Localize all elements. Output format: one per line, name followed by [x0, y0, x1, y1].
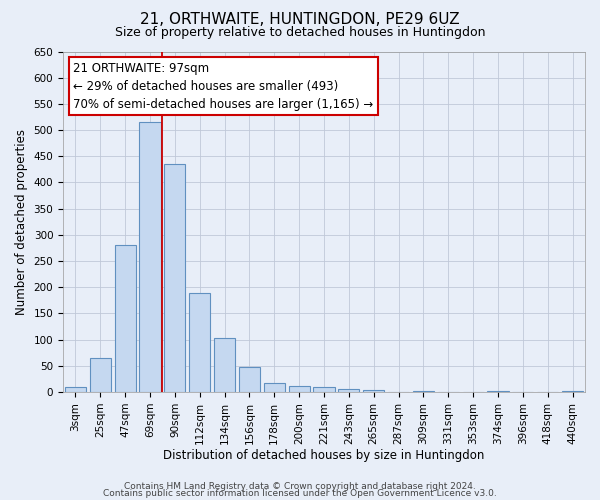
Bar	[338, 390, 359, 392]
Text: 21, ORTHWAITE, HUNTINGDON, PE29 6UZ: 21, ORTHWAITE, HUNTINGDON, PE29 6UZ	[140, 12, 460, 28]
Bar	[164, 164, 185, 392]
Bar	[363, 390, 384, 392]
Bar	[264, 383, 285, 392]
Bar	[413, 390, 434, 392]
Text: Size of property relative to detached houses in Huntingdon: Size of property relative to detached ho…	[115, 26, 485, 39]
Bar	[289, 386, 310, 392]
Y-axis label: Number of detached properties: Number of detached properties	[15, 129, 28, 315]
Bar	[487, 390, 509, 392]
Bar	[562, 390, 583, 392]
X-axis label: Distribution of detached houses by size in Huntingdon: Distribution of detached houses by size …	[163, 450, 485, 462]
Bar	[239, 368, 260, 392]
Bar	[115, 246, 136, 392]
Bar	[189, 292, 210, 392]
Bar	[139, 122, 161, 392]
Bar	[65, 387, 86, 392]
Bar	[90, 358, 111, 392]
Text: Contains HM Land Registry data © Crown copyright and database right 2024.: Contains HM Land Registry data © Crown c…	[124, 482, 476, 491]
Bar	[214, 338, 235, 392]
Bar	[313, 388, 335, 392]
Text: 21 ORTHWAITE: 97sqm
← 29% of detached houses are smaller (493)
70% of semi-detac: 21 ORTHWAITE: 97sqm ← 29% of detached ho…	[73, 62, 374, 110]
Text: Contains public sector information licensed under the Open Government Licence v3: Contains public sector information licen…	[103, 489, 497, 498]
